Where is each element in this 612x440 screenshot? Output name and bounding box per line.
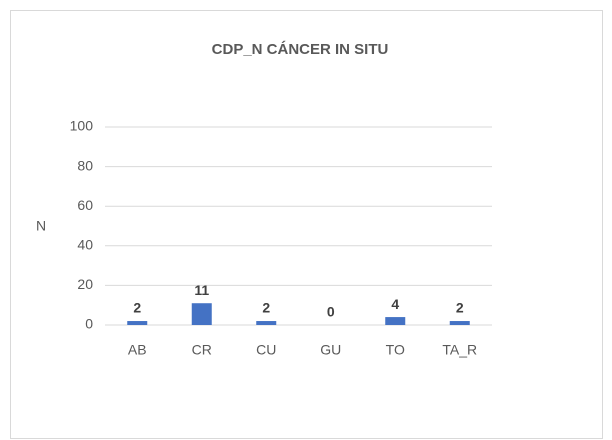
y-axis-label: N bbox=[36, 218, 46, 234]
x-tick-label: GU bbox=[320, 342, 341, 358]
data-label: 4 bbox=[391, 296, 399, 312]
bar bbox=[385, 317, 406, 325]
x-tick-label: TO bbox=[386, 342, 405, 358]
bar bbox=[191, 303, 212, 325]
y-tick-label: 40 bbox=[77, 237, 93, 253]
data-label: 11 bbox=[194, 282, 209, 298]
data-label: 2 bbox=[456, 300, 464, 316]
data-label: 2 bbox=[133, 300, 141, 316]
bar bbox=[256, 321, 277, 325]
data-label: 0 bbox=[327, 304, 335, 320]
y-tick-label: 60 bbox=[77, 197, 93, 213]
x-tick-label: CR bbox=[192, 342, 212, 358]
bar bbox=[127, 321, 148, 325]
bar bbox=[449, 321, 470, 325]
y-tick-label: 80 bbox=[77, 157, 93, 173]
y-tick-label: 20 bbox=[77, 276, 93, 292]
x-tick-label: TA_R bbox=[442, 342, 477, 358]
chart-title: CDP_N CÁNCER IN SITU bbox=[212, 41, 389, 58]
chart-border bbox=[10, 10, 603, 439]
y-tick-label: 0 bbox=[85, 316, 93, 332]
x-tick-label: AB bbox=[128, 342, 147, 358]
y-tick-label: 100 bbox=[70, 118, 94, 134]
x-tick-label: CU bbox=[256, 342, 276, 358]
data-label: 2 bbox=[262, 300, 270, 316]
